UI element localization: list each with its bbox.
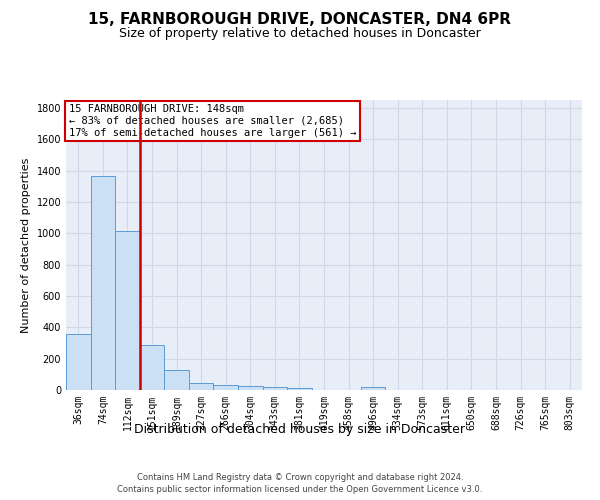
Text: Distribution of detached houses by size in Doncaster: Distribution of detached houses by size …: [134, 422, 466, 436]
Bar: [140, 344, 164, 390]
Text: Contains public sector information licensed under the Open Government Licence v3: Contains public sector information licen…: [118, 485, 482, 494]
Text: 15, FARNBOROUGH DRIVE, DONCASTER, DN4 6PR: 15, FARNBOROUGH DRIVE, DONCASTER, DN4 6P…: [89, 12, 511, 28]
Text: Size of property relative to detached houses in Doncaster: Size of property relative to detached ho…: [119, 28, 481, 40]
Bar: [115, 231, 140, 390]
Bar: [361, 387, 385, 390]
Bar: [91, 176, 115, 390]
Bar: [287, 388, 312, 390]
Bar: [189, 384, 214, 390]
Bar: [238, 386, 263, 390]
Bar: [164, 370, 189, 390]
Text: Contains HM Land Registry data © Crown copyright and database right 2024.: Contains HM Land Registry data © Crown c…: [137, 472, 463, 482]
Text: 15 FARNBOROUGH DRIVE: 148sqm
← 83% of detached houses are smaller (2,685)
17% of: 15 FARNBOROUGH DRIVE: 148sqm ← 83% of de…: [68, 104, 356, 138]
Bar: [263, 387, 287, 390]
Bar: [214, 384, 238, 390]
Y-axis label: Number of detached properties: Number of detached properties: [21, 158, 31, 332]
Bar: [66, 334, 91, 390]
